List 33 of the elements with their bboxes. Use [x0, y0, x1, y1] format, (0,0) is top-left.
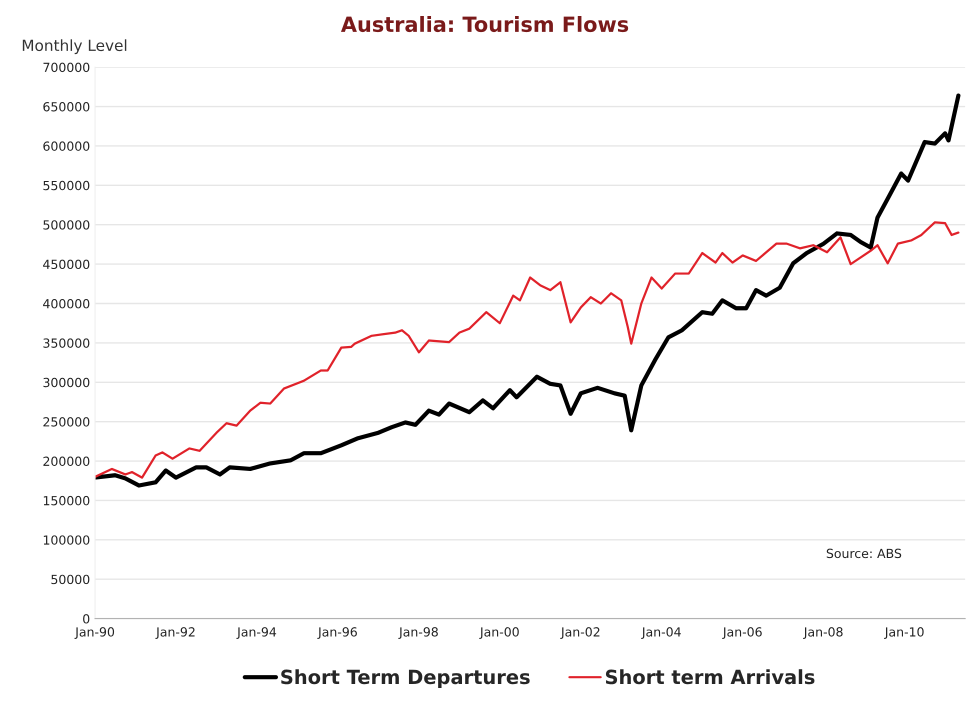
y-tick-label: 400000 — [43, 298, 90, 308]
y-tick-label: 550000 — [43, 180, 90, 190]
y-tick-label: 200000 — [43, 456, 90, 466]
x-tick-label: Jan-98 — [398, 627, 438, 639]
x-tick-label: Jan-00 — [479, 627, 519, 639]
y-tick-label: 700000 — [44, 62, 90, 72]
line-series — [95, 93, 960, 488]
x-tick-label: Jan-04 — [641, 627, 681, 639]
x-tick-label: Jan-02 — [560, 627, 600, 639]
x-tick-label: Jan-10 — [884, 627, 924, 639]
legend-label: Short Term Departures — [281, 669, 530, 688]
y-tick-label: 0 — [83, 614, 90, 624]
y-tick-label: 150000 — [44, 496, 90, 506]
legend-label: Short term Arrivals — [606, 669, 814, 684]
line-series — [95, 221, 960, 479]
x-tick-label: Jan-92 — [155, 627, 195, 639]
y-tick-label: 500000 — [43, 220, 90, 230]
annotation: Source: ABS — [826, 548, 902, 558]
y-tick-label: 450000 — [43, 260, 90, 270]
y-tick-label: 100000 — [44, 535, 90, 545]
y-tick-label: 350000 — [43, 338, 90, 348]
x-tick-label: Jan-08 — [803, 627, 843, 639]
y-axis-title: Monthly Level — [22, 39, 126, 54]
x-tick-label: Jan-96 — [317, 627, 357, 639]
chart-title: Australia: Tourism Flows — [340, 16, 628, 32]
x-tick-label: Jan-94 — [236, 627, 276, 639]
y-tick-label: 250000 — [43, 417, 90, 427]
x-tick-label: Jan-90 — [74, 627, 114, 639]
y-tick-label: 650000 — [43, 102, 90, 112]
y-tick-label: 600000 — [43, 141, 90, 151]
y-tick-label: 50000 — [51, 574, 90, 584]
y-tick-label: 300000 — [43, 378, 90, 388]
x-tick-label: Jan-06 — [722, 627, 762, 639]
